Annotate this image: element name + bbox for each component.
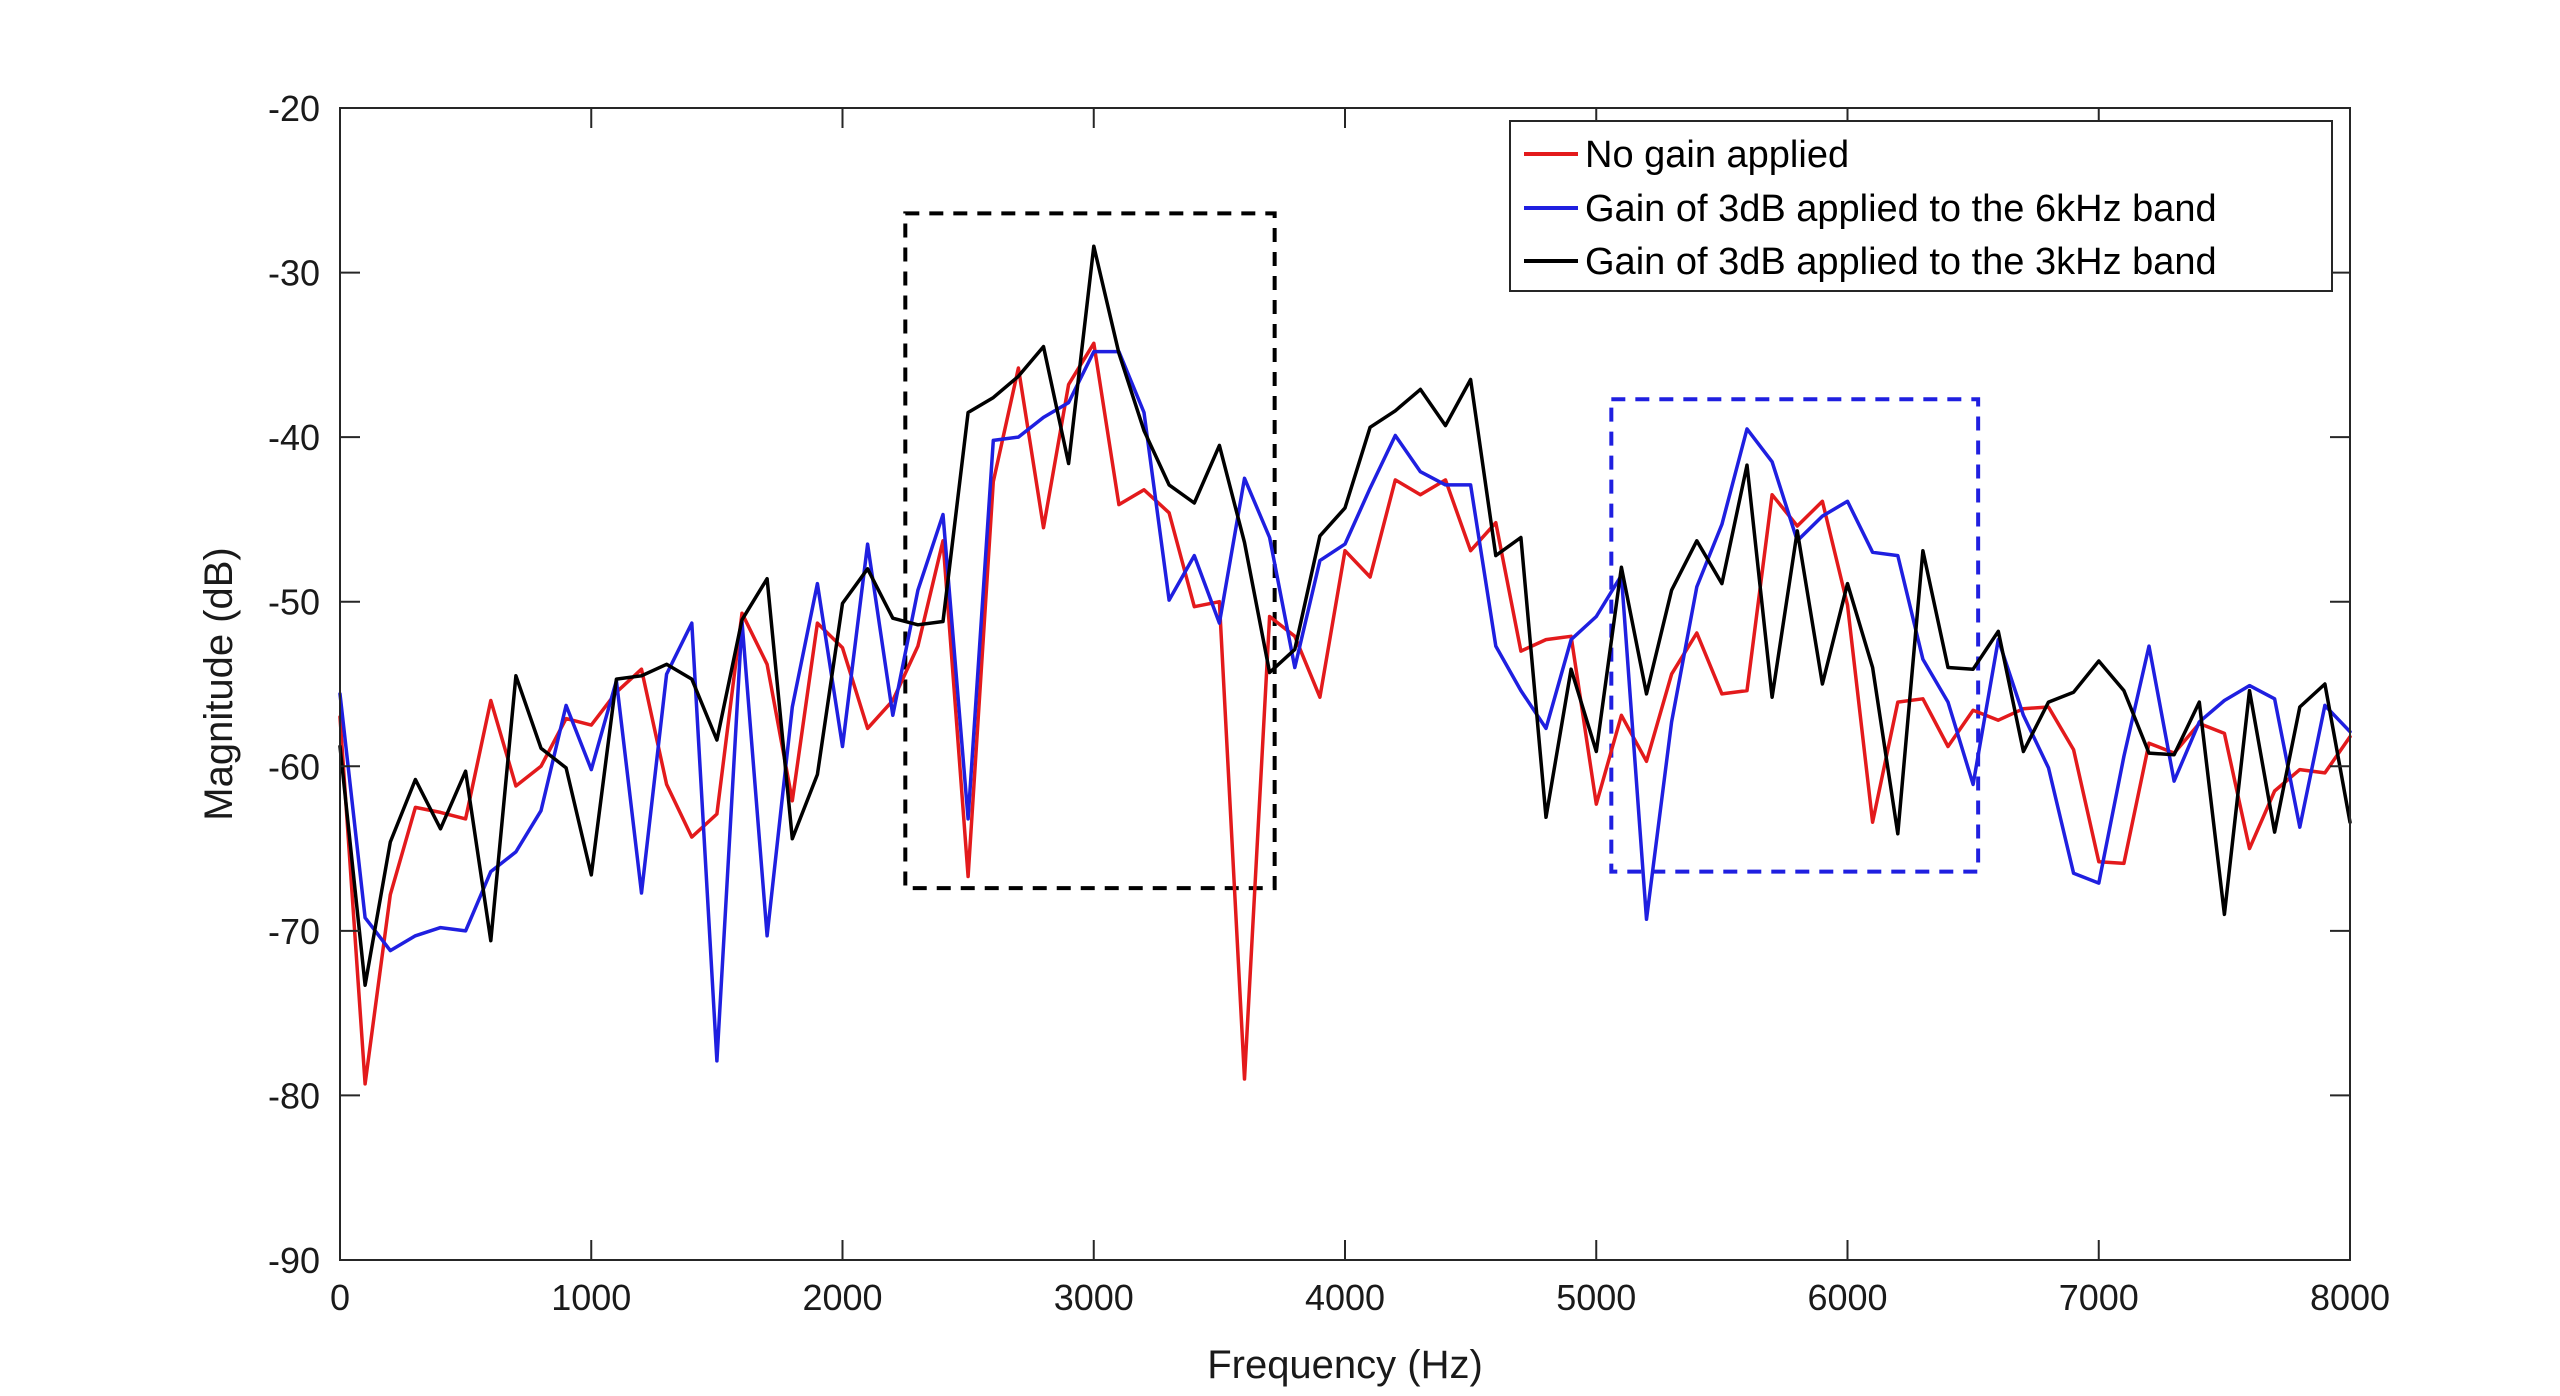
x-tick-label: 3000 (1054, 1277, 1134, 1318)
x-tick-label: 0 (330, 1277, 350, 1318)
legend: No gain applied Gain of 3dB applied to t… (1509, 120, 2333, 292)
y-tick-label: -40 (268, 417, 320, 458)
x-tick-label: 5000 (1556, 1277, 1636, 1318)
x-tick-label: 7000 (2059, 1277, 2139, 1318)
x-tick-label: 2000 (802, 1277, 882, 1318)
plot-area (340, 108, 2350, 1260)
y-tick-label: -90 (268, 1240, 320, 1281)
x-tick-label: 8000 (2310, 1277, 2390, 1318)
series-6khz-gain (338, 349, 2352, 1063)
tick-labels: 0 1000 2000 3000 4000 5000 6000 7000 8000 -20 -30 -… (268, 88, 2390, 1318)
y-tick-label: -30 (268, 253, 320, 294)
annotation-box-1 (903, 211, 1277, 891)
y-axis-label: Magnitude (dB) (197, 547, 241, 820)
x-axis-label: Frequency (Hz) (1207, 1343, 1483, 1387)
legend-entry-3khz-gain: Gain of 3dB applied to the 3kHz band (1585, 241, 2217, 283)
y-tick-label: -70 (268, 911, 320, 952)
y-tick-label: -60 (268, 746, 320, 787)
legend-box (1509, 120, 2333, 292)
legend-entry-6khz-gain: Gain of 3dB applied to the 6kHz band (1585, 188, 2217, 230)
x-tick-label: 4000 (1305, 1277, 1385, 1318)
y-tick-label: -50 (268, 582, 320, 623)
legend-entry-no-gain: No gain applied (1585, 134, 1849, 176)
x-tick-label: 6000 (1807, 1277, 1887, 1318)
series-lines (338, 244, 2352, 1086)
x-tick-label: 1000 (551, 1277, 631, 1318)
y-tick-label: -80 (268, 1075, 320, 1116)
y-tick-label: -20 (268, 88, 320, 129)
series-3khz-gain (338, 244, 2352, 987)
